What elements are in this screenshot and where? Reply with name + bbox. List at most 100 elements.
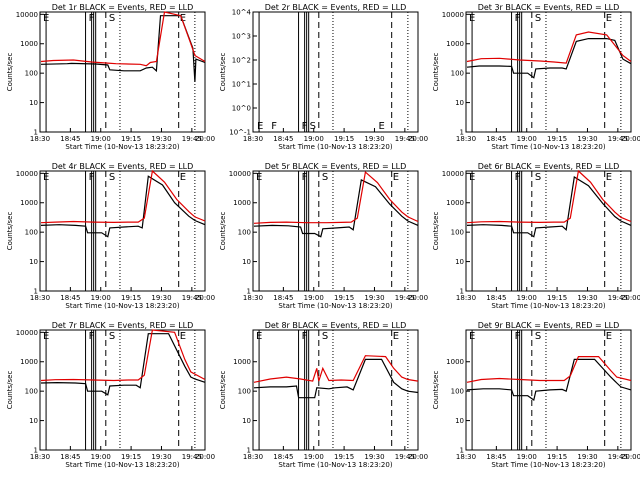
marker-letter: F xyxy=(89,13,95,24)
x-tick-label: 19:15 xyxy=(334,453,354,461)
series-events xyxy=(466,176,632,238)
x-tick-label: 19:00 xyxy=(304,453,324,461)
panel-title: Det 9r BLACK = Events, RED = LLD xyxy=(478,321,620,330)
y-tick-label: 1 xyxy=(34,447,38,455)
y-tick-label: 1000 xyxy=(446,40,464,48)
y-tick-label: 10^1 xyxy=(232,81,251,89)
y-tick-label: 1 xyxy=(34,288,38,296)
x-axis-label: Start Time (10-Nov-13 18:23:20) xyxy=(491,461,605,469)
x-tick-label: 19:00 xyxy=(517,294,537,302)
x-tick-label: 20:00 xyxy=(621,135,640,143)
y-tick-label: 10000 xyxy=(442,170,464,178)
marker-letter: E xyxy=(180,172,186,183)
panel-7: Det 7r BLACK = Events, RED = LLD 1 10 100 10… xyxy=(6,321,215,469)
x-tick-label: 19:45 xyxy=(608,294,628,302)
y-axis-label: Counts/sec xyxy=(6,53,14,92)
y-tick-label: 1 xyxy=(247,288,251,296)
y-tick-label: 10 xyxy=(242,417,251,425)
marker-letter: E xyxy=(43,172,49,183)
marker-letter: E xyxy=(180,13,186,24)
y-tick-label: 10000 xyxy=(442,11,464,19)
marker-letter: E xyxy=(469,172,475,183)
x-tick-label: 19:00 xyxy=(91,453,111,461)
y-tick-label: 10000 xyxy=(229,170,251,178)
marker-letter: F xyxy=(89,172,95,183)
x-axis-label: Start Time (10-Nov-13 18:23:20) xyxy=(278,143,392,151)
marker-letter: F xyxy=(271,121,277,132)
plot-frame xyxy=(252,329,419,451)
x-tick-label: 19:30 xyxy=(364,453,384,461)
marker-letter: E xyxy=(256,331,262,342)
marker-letter: F xyxy=(302,331,308,342)
panel-6: Det 6r BLACK = Events, RED = LLD 1 10 100 10… xyxy=(432,162,640,310)
y-tick-label: 10 xyxy=(455,417,464,425)
x-tick-label: 19:15 xyxy=(547,294,567,302)
y-tick-label: 10^-1 xyxy=(229,129,251,137)
x-tick-label: 18:45 xyxy=(60,135,80,143)
x-tick-label: 19:45 xyxy=(182,135,202,143)
y-tick-label: 10 xyxy=(455,99,464,107)
x-tick-label: 18:45 xyxy=(486,453,506,461)
x-tick-label: 19:45 xyxy=(608,453,628,461)
x-tick-label: 20:00 xyxy=(195,135,215,143)
x-tick-label: 18:30 xyxy=(243,294,263,302)
marker-letter: E xyxy=(393,172,399,183)
x-axis-label: Start Time (10-Nov-13 18:23:20) xyxy=(278,461,392,469)
x-tick-label: 18:45 xyxy=(273,135,293,143)
x-tick-label: 18:30 xyxy=(456,453,476,461)
panel-title: Det 5r BLACK = Events, RED = LLD xyxy=(265,162,407,171)
series-lld xyxy=(466,31,632,64)
x-tick-label: 18:45 xyxy=(486,294,506,302)
x-axis-label: Start Time (10-Nov-13 18:23:20) xyxy=(65,302,179,310)
x-tick-label: 19:15 xyxy=(121,294,141,302)
panel-2: Det 2r BLACK = Events, RED = LLD 10^-1 10^… xyxy=(219,3,428,151)
panel-title: Det 3r BLACK = Events, RED = LLD xyxy=(478,3,620,12)
series-events xyxy=(253,358,419,399)
series-events xyxy=(466,358,632,402)
y-tick-label: 1 xyxy=(460,129,464,137)
x-tick-label: 19:30 xyxy=(364,294,384,302)
y-tick-label: 10 xyxy=(29,417,38,425)
y-tick-label: 1 xyxy=(460,288,464,296)
series-events xyxy=(40,333,206,396)
plot-frame xyxy=(465,170,632,292)
marker-letter: F xyxy=(515,172,521,183)
marker-letter: E xyxy=(43,13,49,24)
y-tick-label: 10 xyxy=(29,99,38,107)
y-tick-label: 1 xyxy=(247,447,251,455)
y-tick-label: 10^4 xyxy=(232,9,252,17)
panel-title: Det 7r BLACK = Events, RED = LLD xyxy=(52,321,194,330)
x-tick-label: 19:45 xyxy=(395,294,415,302)
y-tick-label: 10000 xyxy=(16,329,38,337)
marker-letter: E xyxy=(469,13,475,24)
x-tick-label: 19:30 xyxy=(151,453,171,461)
series-lld xyxy=(253,355,419,383)
y-tick-label: 1000 xyxy=(446,358,464,366)
series-lld xyxy=(466,169,632,224)
y-tick-label: 100 xyxy=(451,70,464,78)
x-tick-label: 19:00 xyxy=(91,135,111,143)
panel-3: Det 3r BLACK = Events, RED = LLD 1 10 100 10… xyxy=(432,3,640,151)
y-tick-label: 1000 xyxy=(20,199,38,207)
series-events xyxy=(253,179,419,238)
x-tick-label: 18:45 xyxy=(273,294,293,302)
y-tick-label: 10 xyxy=(29,258,38,266)
panel-1: Det 1r BLACK = Events, RED = LLD 1 10 100 10… xyxy=(6,3,215,151)
marker-letter: F xyxy=(302,121,308,132)
x-axis-label: Start Time (10-Nov-13 18:23:20) xyxy=(491,302,605,310)
series-events xyxy=(40,175,206,238)
marker-letter: E xyxy=(256,172,262,183)
y-tick-label: 1 xyxy=(34,129,38,137)
x-tick-label: 18:30 xyxy=(30,453,50,461)
panel-title: Det 8r BLACK = Events, RED = LLD xyxy=(265,321,407,330)
series-lld xyxy=(40,11,206,67)
y-tick-label: 1000 xyxy=(233,358,251,366)
y-tick-label: 10^3 xyxy=(232,33,251,41)
marker-letter: S xyxy=(535,331,541,342)
x-tick-label: 20:00 xyxy=(621,294,640,302)
panel-title: Det 6r BLACK = Events, RED = LLD xyxy=(478,162,620,171)
x-tick-label: 19:00 xyxy=(517,135,537,143)
x-tick-label: 19:30 xyxy=(364,135,384,143)
x-tick-label: 19:15 xyxy=(121,135,141,143)
x-tick-label: 19:15 xyxy=(121,453,141,461)
